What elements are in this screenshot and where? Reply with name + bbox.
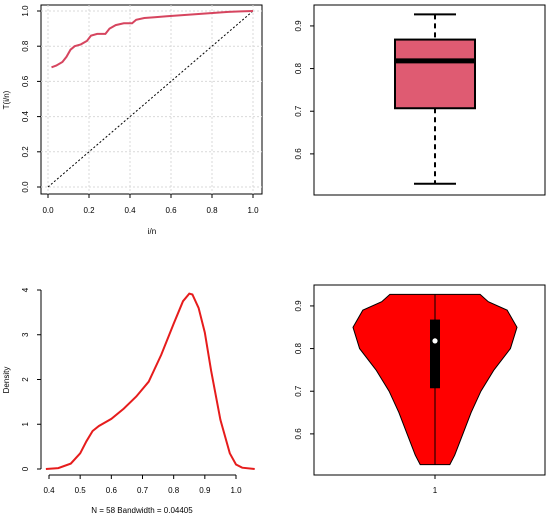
ttt-y-tick-label: 0.4 [21, 110, 30, 122]
ttt-y-tick-label: 0.6 [21, 75, 30, 87]
density-y-tick-label: 4 [21, 287, 30, 292]
ttt-plot-frame [40, 4, 263, 195]
violin-y-tick-label: 0.7 [294, 385, 303, 397]
ttt-series-line [51, 10, 254, 69]
box-y-tick-label: 0.9 [294, 20, 303, 32]
box-plot-panel: 0.6 0.7 0.8 0.9 [294, 4, 546, 196]
ttt-y-tick-label: 0.8 [21, 40, 30, 52]
ttt-x-tick-label: 0.0 [42, 206, 54, 215]
box-plot-frame [313, 4, 546, 196]
violin-iqr-box [430, 319, 440, 389]
density-x-tick-label: 1.0 [230, 486, 242, 495]
ttt-x-tick-label: 0.4 [124, 206, 136, 215]
density-x-tick-label: 0.5 [75, 486, 87, 495]
violin-y-tick-label: 0.6 [294, 428, 303, 440]
density-y-tick-label: 2 [21, 377, 30, 382]
violin-y-tick-label: 0.9 [294, 300, 303, 312]
box-iqr [394, 38, 476, 110]
ttt-x-tick-label: 0.2 [83, 206, 95, 215]
box-y-tick-label: 0.6 [294, 148, 303, 160]
ttt-y-tick-label: 0.0 [21, 181, 30, 193]
density-x-tick-label: 0.9 [199, 486, 211, 495]
ttt-reference-line [47, 10, 254, 188]
violin-y-tick-label: 0.8 [294, 342, 303, 354]
density-x-tick-label: 0.8 [168, 486, 180, 495]
density-ylabel: Density [2, 367, 11, 394]
density-series-line [45, 292, 255, 470]
ttt-x-tick-label: 1.0 [247, 206, 259, 215]
ttt-plot-panel: 0.0 0.2 0.4 0.6 0.8 1.0 0.0 0.2 0.4 0.6 0.8 1.0 i/… [2, 4, 263, 236]
violin-plot-panel: 0.6 0.7 0.8 0.9 1 [294, 284, 546, 495]
violin-x-tick-label: 1 [433, 486, 438, 495]
ttt-x-tick-label: 0.6 [165, 206, 177, 215]
ttt-x-tick-label: 0.8 [206, 206, 218, 215]
density-xlabel: N = 58 Bandwidth = 0.04405 [91, 506, 193, 515]
violin-median-dot [432, 338, 438, 344]
density-y-tick-label: 3 [21, 332, 30, 337]
ttt-ylabel: T(i/n) [2, 90, 11, 109]
box-y-tick-label: 0.8 [294, 62, 303, 74]
density-plot-panel: 0.4 0.5 0.6 0.7 0.8 0.9 1.0 0 1 2 3 4 N = 58 Bandw… [2, 287, 255, 515]
ttt-y-tick-label: 1.0 [21, 5, 30, 17]
density-y-tick-label: 1 [21, 421, 30, 426]
box-y-tick-label: 0.7 [294, 105, 303, 117]
density-x-tick-label: 0.7 [137, 486, 149, 495]
density-y-tick-label: 0 [21, 466, 30, 471]
density-x-tick-label: 0.4 [43, 486, 55, 495]
ttt-y-tick-label: 0.2 [21, 146, 30, 158]
density-x-tick-label: 0.6 [106, 486, 118, 495]
ttt-xlabel: i/n [148, 227, 156, 236]
violin-plot-frame [313, 284, 546, 476]
